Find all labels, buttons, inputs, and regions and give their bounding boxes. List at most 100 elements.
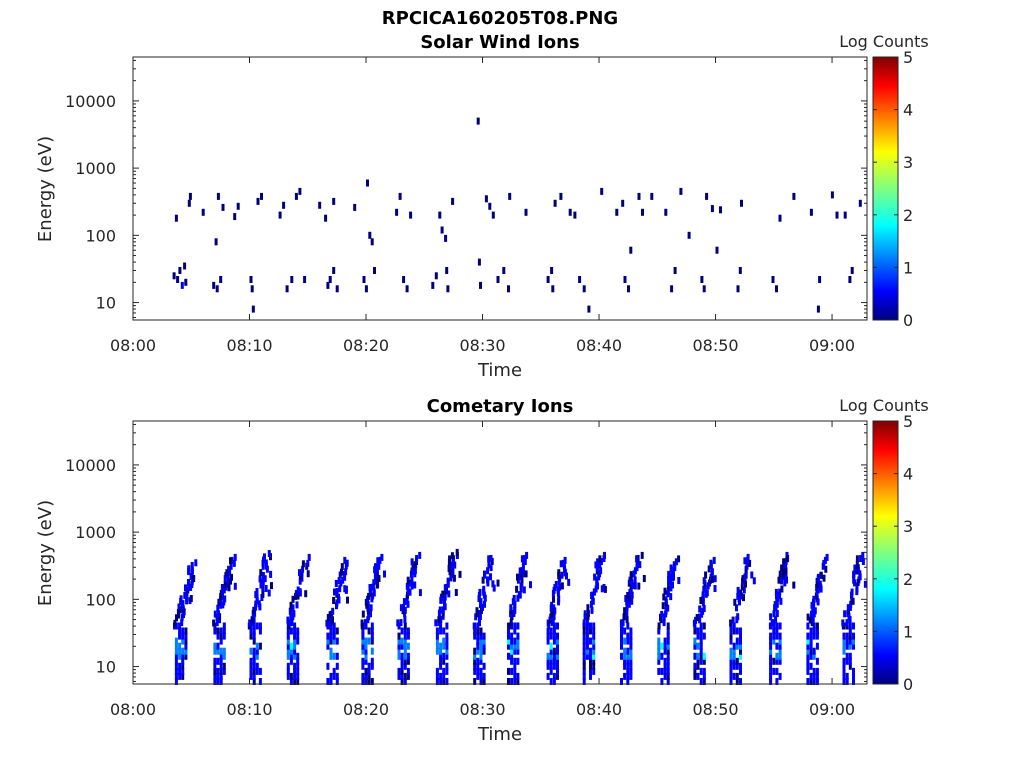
data-cell	[626, 622, 630, 630]
data-cell	[183, 591, 187, 599]
x-tick-label: 08:40	[576, 700, 622, 719]
data-cell	[582, 678, 586, 685]
data-cell	[258, 667, 262, 675]
data-cell	[340, 563, 344, 571]
data-cell	[479, 637, 483, 645]
data-cell	[332, 627, 336, 635]
data-cell	[441, 590, 445, 598]
data-cell	[775, 667, 779, 675]
data-cell	[732, 642, 736, 650]
data-cell	[778, 214, 782, 222]
data-cell	[446, 577, 450, 585]
data-cell	[473, 662, 477, 670]
data-cell	[400, 652, 404, 660]
data-cell	[664, 607, 668, 615]
figure-title: RPCICA160205T08.PNG	[382, 8, 618, 29]
data-cell	[552, 678, 556, 685]
data-cell	[666, 637, 670, 645]
data-cell	[772, 627, 776, 635]
data-cell	[403, 678, 407, 685]
data-cell	[699, 652, 703, 660]
data-cell	[371, 583, 375, 591]
data-cell	[184, 652, 188, 660]
data-cell	[306, 570, 310, 578]
data-cell	[397, 642, 401, 650]
data-cell	[780, 564, 784, 572]
data-cell	[410, 558, 414, 566]
data-cell	[178, 642, 182, 650]
data-cell	[556, 586, 560, 594]
data-cell	[664, 596, 668, 604]
data-cell	[513, 662, 517, 670]
data-cell	[335, 678, 339, 685]
data-cell	[520, 555, 524, 563]
data-cell	[582, 642, 586, 650]
data-cell	[406, 576, 410, 584]
data-cell	[439, 622, 443, 630]
data-cell	[482, 585, 486, 593]
data-cell	[513, 678, 517, 685]
data-cell	[713, 585, 717, 592]
data-cell	[699, 632, 703, 640]
data-cell	[598, 561, 602, 569]
data-cell	[825, 553, 829, 561]
data-cell	[696, 672, 700, 680]
data-cell	[510, 657, 514, 665]
data-cell	[732, 647, 736, 655]
data-cell	[662, 593, 666, 601]
data-cell	[264, 585, 268, 592]
x-tick-label: 08:10	[226, 336, 272, 355]
data-cell	[556, 652, 559, 660]
data-cell	[739, 647, 742, 655]
data-cell	[769, 678, 773, 685]
data-cell	[378, 556, 382, 564]
data-cell	[403, 637, 407, 645]
data-cell	[370, 678, 374, 685]
data-cell	[406, 642, 410, 650]
data-cell	[699, 642, 703, 650]
data-cell	[332, 672, 336, 680]
data-cell	[434, 619, 438, 627]
data-cell	[338, 585, 342, 593]
data-cell	[373, 267, 376, 274]
data-cell	[189, 583, 193, 591]
data-cell	[822, 559, 826, 567]
data-cell	[329, 632, 333, 640]
colorbar-tick-label: 2	[903, 206, 913, 225]
data-cell	[507, 285, 510, 293]
data-cell	[592, 588, 596, 596]
data-cell	[418, 589, 422, 597]
y-tick-label: 10000	[65, 92, 116, 111]
data-cell	[293, 632, 297, 640]
data-cell	[735, 604, 738, 612]
data-cell	[852, 571, 856, 579]
data-cell	[249, 632, 253, 640]
data-cell	[687, 231, 691, 239]
data-cell	[439, 615, 443, 623]
data-cell	[178, 622, 182, 630]
data-cell	[663, 672, 667, 680]
data-cell	[367, 662, 371, 670]
data-cell	[403, 616, 407, 624]
data-cell	[546, 627, 550, 635]
data-cell	[219, 678, 223, 685]
data-cell	[222, 647, 226, 655]
data-cell	[296, 632, 300, 640]
data-cell	[335, 599, 339, 607]
data-cell	[739, 642, 742, 650]
data-cell	[809, 208, 813, 216]
data-cell	[341, 576, 345, 584]
data-cell	[628, 588, 632, 596]
data-cell	[344, 585, 348, 593]
data-cell	[249, 672, 253, 680]
x-axis-label: Time	[477, 360, 522, 381]
data-cell	[666, 622, 670, 630]
data-cell	[326, 614, 330, 621]
data-cell	[850, 588, 854, 596]
data-cell	[255, 662, 259, 670]
data-cell	[693, 637, 697, 645]
data-cell	[629, 632, 633, 640]
data-cell	[513, 642, 517, 650]
data-cell	[589, 622, 592, 630]
data-cell	[296, 652, 300, 660]
